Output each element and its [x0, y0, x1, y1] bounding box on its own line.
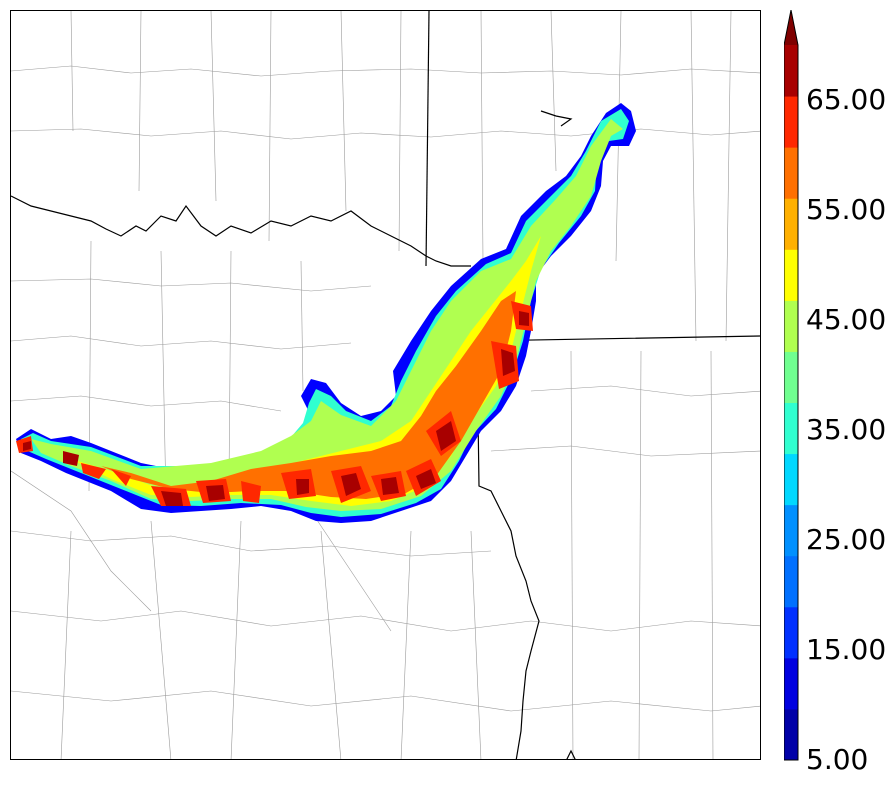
colorbar-segment — [784, 351, 798, 403]
colorbar-segment — [784, 504, 798, 557]
colorbar — [783, 9, 804, 766]
colorbar-segment — [784, 453, 798, 506]
colorbar-outline — [783, 9, 799, 761]
reflectivity-swath — [16, 103, 636, 523]
colorbar-segment — [784, 96, 798, 148]
county-boundaries — [11, 11, 760, 759]
map-panel — [10, 10, 761, 760]
colorbar-segment — [784, 708, 798, 761]
state-boundaries — [11, 11, 760, 759]
colorbar-segment — [784, 555, 798, 608]
colorbar-tick-label: 65.00 — [806, 83, 887, 116]
colorbar-tick-label: 5.00 — [806, 743, 869, 776]
colorbar-segment — [784, 657, 798, 710]
colorbar-tick-label: 45.00 — [806, 303, 887, 336]
colorbar-tick-label: 35.00 — [806, 413, 887, 446]
colorbar-segment — [784, 606, 798, 659]
colorbar-tick-label: 15.00 — [806, 633, 887, 666]
colorbar-segment — [784, 147, 798, 199]
colorbar-extend-arrow — [784, 10, 798, 45]
colorbar-tick-label: 25.00 — [806, 523, 887, 556]
colorbar-segment — [784, 300, 798, 352]
colorbar-tick-label: 55.00 — [806, 193, 887, 226]
colorbar-segment — [784, 45, 798, 97]
colorbar-scale — [783, 9, 799, 761]
colorbar-segment — [784, 402, 798, 455]
colorbar-segment — [784, 198, 798, 250]
colorbar-segment — [784, 249, 798, 301]
reflectivity-map — [11, 11, 760, 759]
